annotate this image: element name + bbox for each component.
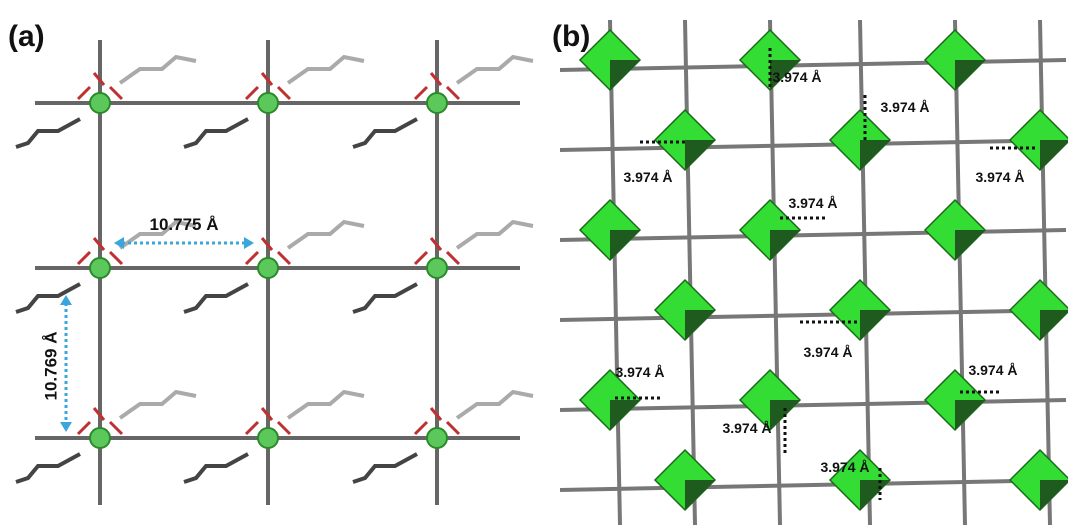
metal bbox=[258, 93, 278, 113]
ligand bbox=[120, 57, 196, 83]
octahedron-shade bbox=[610, 60, 640, 90]
contact-label: 3.974 Å bbox=[722, 420, 771, 436]
metal bbox=[90, 428, 110, 448]
ligand bbox=[353, 454, 417, 482]
arrow-head bbox=[60, 422, 72, 432]
metal bbox=[427, 93, 447, 113]
ligand bbox=[16, 284, 80, 312]
contact-label: 3.974 Å bbox=[772, 69, 821, 85]
metal bbox=[427, 428, 447, 448]
octahedron-shade bbox=[770, 230, 800, 260]
arrow-head bbox=[60, 295, 72, 305]
octahedron-shade bbox=[955, 230, 985, 260]
ligand bbox=[288, 57, 364, 83]
ligand bbox=[457, 222, 533, 248]
panel-label: (b) bbox=[552, 20, 590, 53]
metal bbox=[90, 93, 110, 113]
ligand bbox=[16, 119, 80, 147]
metal bbox=[90, 258, 110, 278]
ligand bbox=[353, 119, 417, 147]
octahedron-shade bbox=[860, 140, 890, 170]
ligand bbox=[457, 57, 533, 83]
metal bbox=[427, 258, 447, 278]
octahedron-shade bbox=[685, 480, 715, 510]
octahedron-shade bbox=[610, 230, 640, 260]
metal bbox=[258, 258, 278, 278]
ligand bbox=[288, 392, 364, 418]
ligand bbox=[457, 392, 533, 418]
structure-a bbox=[16, 40, 533, 505]
octahedron-shade bbox=[955, 60, 985, 90]
ligand bbox=[353, 284, 417, 312]
rod bbox=[685, 20, 695, 525]
distance-label: 10.775 Å bbox=[150, 215, 219, 234]
distance-label: 10.769 Å bbox=[41, 332, 60, 401]
rod bbox=[560, 310, 1066, 320]
ligand bbox=[120, 392, 196, 418]
octahedron-shade bbox=[955, 400, 985, 430]
structure-b bbox=[560, 20, 1068, 525]
rod bbox=[770, 20, 780, 525]
ligand bbox=[16, 454, 80, 482]
octahedron-shade bbox=[860, 310, 890, 340]
ligand bbox=[184, 454, 248, 482]
octahedron-shade bbox=[860, 480, 890, 510]
contact-label: 3.974 Å bbox=[615, 364, 664, 380]
octahedron-shade bbox=[685, 140, 715, 170]
contact-label: 3.974 Å bbox=[820, 459, 869, 475]
octahedron-shade bbox=[1040, 140, 1068, 170]
octahedron-shade bbox=[610, 400, 640, 430]
ligand bbox=[288, 222, 364, 248]
rod bbox=[610, 20, 620, 525]
ligand bbox=[184, 284, 248, 312]
octahedron-shade bbox=[1040, 480, 1068, 510]
octahedron-shade bbox=[685, 310, 715, 340]
metal bbox=[258, 428, 278, 448]
rod bbox=[955, 20, 965, 525]
contact-label: 3.974 Å bbox=[880, 99, 929, 115]
contact-label: 3.974 Å bbox=[623, 169, 672, 185]
contact-label: 3.974 Å bbox=[968, 362, 1017, 378]
panel-label: (a) bbox=[8, 20, 45, 53]
arrow-head bbox=[244, 237, 254, 249]
rod bbox=[560, 480, 1066, 490]
contact-label: 3.974 Å bbox=[788, 195, 837, 211]
figure: (a) (b) 10.775 Å 10.769 Å 3.974 Å 3.974 Å… bbox=[0, 0, 1068, 530]
contact-label: 3.974 Å bbox=[975, 169, 1024, 185]
octahedron-shade bbox=[1040, 310, 1068, 340]
ligand bbox=[184, 119, 248, 147]
contact-label: 3.974 Å bbox=[803, 344, 852, 360]
rod bbox=[1040, 20, 1050, 525]
arrow-head bbox=[114, 237, 124, 249]
